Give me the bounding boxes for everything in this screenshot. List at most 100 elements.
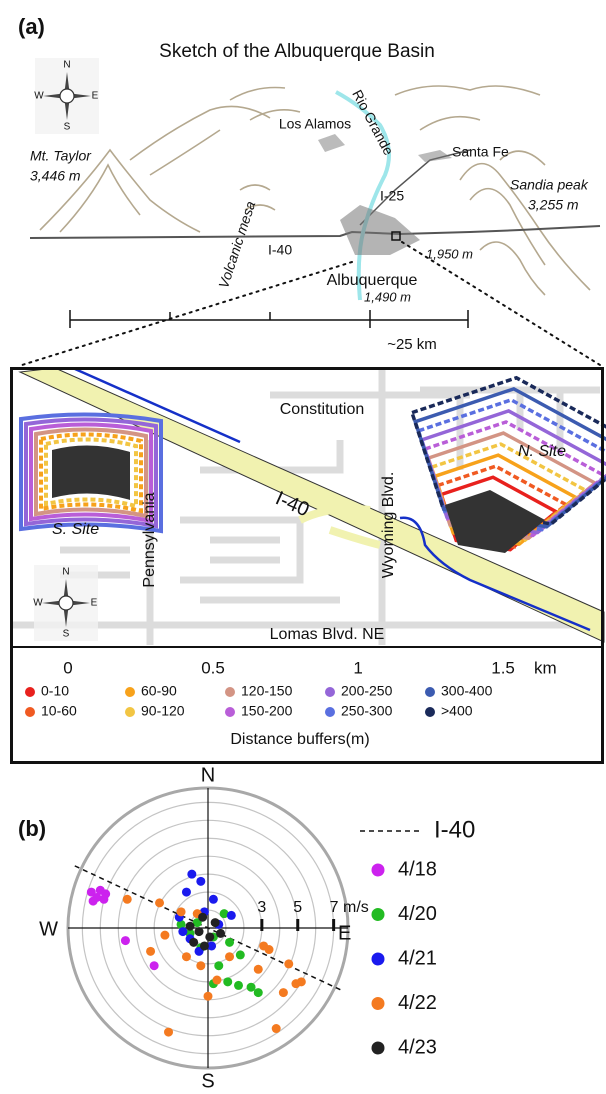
legend-swatch [325, 687, 335, 697]
elevation-label: 1,950 m [426, 246, 473, 261]
city-elevation: 1,490 m [364, 289, 411, 304]
legend-swatch [225, 687, 235, 697]
data-point [178, 927, 187, 936]
data-point [196, 877, 205, 886]
sketch-title: Sketch of the Albuquerque Basin [159, 41, 435, 62]
x-unit-label: km [534, 658, 557, 677]
data-point [225, 952, 234, 961]
compass-letter: N [62, 567, 69, 578]
legend-title: Distance buffers(m) [230, 731, 369, 748]
road-label: I-25 [380, 188, 404, 204]
legend-swatch [325, 707, 335, 717]
legend-label: 150-200 [241, 703, 293, 719]
data-point [284, 959, 293, 968]
compass-letter: W [34, 91, 44, 102]
place-label: Los Alamos [279, 116, 351, 132]
legend-swatch [372, 997, 385, 1010]
legend-label: 200-250 [341, 683, 393, 699]
peak-label: Mt. Taylor [30, 148, 92, 164]
place-label: Volcanic mesa [215, 199, 258, 290]
legend-label: 60-90 [141, 683, 177, 699]
data-point [272, 1024, 281, 1033]
data-point [204, 992, 213, 1001]
legend-swatch [425, 687, 435, 697]
data-point [186, 922, 195, 931]
legend-label: 120-150 [241, 683, 293, 699]
data-point [225, 938, 234, 947]
data-point [182, 888, 191, 897]
compass-globe [60, 89, 74, 103]
data-point [279, 988, 288, 997]
street-label: Pennsylvania [141, 492, 158, 587]
data-point [196, 961, 205, 970]
place-label: Santa Fe [452, 144, 509, 160]
legend-label: 4/22 [398, 992, 437, 1014]
data-point [223, 977, 232, 986]
legend-label: 0-10 [41, 683, 69, 699]
direction-label: W [39, 918, 58, 940]
peak-elevation: 3,255 m [528, 197, 579, 213]
legend-swatch [125, 707, 135, 717]
data-point [198, 913, 207, 922]
street-label: Wyoming Blvd. [380, 472, 397, 579]
x-tick-label: 1.5 [491, 658, 515, 677]
data-point [254, 988, 263, 997]
data-point [182, 952, 191, 961]
legend-swatch [225, 707, 235, 717]
data-point [227, 911, 236, 920]
compass-letter: E [91, 598, 98, 609]
legend-swatch [372, 864, 385, 877]
data-point [259, 941, 268, 950]
data-point [212, 976, 221, 985]
compass-globe [59, 596, 73, 610]
data-point [209, 895, 218, 904]
site-label: N. Site [518, 443, 566, 460]
data-point [189, 938, 198, 947]
legend-swatch [425, 707, 435, 717]
legend-swatch [25, 687, 35, 697]
legend-swatch [372, 908, 385, 921]
legend-label: 4/23 [398, 1036, 437, 1058]
legend-label: >400 [441, 703, 473, 719]
legend-label: 4/20 [398, 903, 437, 925]
data-point [155, 898, 164, 907]
scale-label: ~25 km [387, 336, 437, 353]
legend-swatch [372, 1042, 385, 1055]
r-tick-label: 5 [293, 899, 302, 916]
data-point [205, 932, 214, 941]
data-point [195, 927, 204, 936]
data-point [236, 950, 245, 959]
data-point [234, 981, 243, 990]
legend-label: 4/18 [398, 858, 437, 880]
data-point [160, 931, 169, 940]
data-point [164, 1028, 173, 1037]
x-tick-label: 1 [353, 658, 362, 677]
data-point [216, 929, 225, 938]
road-label: I-40 [268, 242, 292, 258]
data-point [150, 961, 159, 970]
legend-label: 300-400 [441, 683, 493, 699]
polar-plot: 357 m/sNSWEI-404/184/204/214/224/23 [39, 764, 475, 1092]
data-point [247, 983, 256, 992]
data-point [123, 895, 132, 904]
data-point [297, 977, 306, 986]
legend-swatch [372, 953, 385, 966]
compass: NSWE [34, 58, 99, 134]
compass-letter: N [63, 60, 70, 71]
direction-label: E [338, 922, 351, 944]
site-label: S. Site [52, 521, 99, 538]
direction-label: S [201, 1070, 214, 1092]
street-label: Lomas Blvd. NE [270, 626, 385, 643]
data-point [146, 947, 155, 956]
city-label: Albuquerque [327, 272, 418, 289]
data-point [121, 936, 130, 945]
panel-label: (b) [18, 816, 46, 841]
legend-swatch [125, 687, 135, 697]
data-point [187, 870, 196, 879]
legend-label: I-40 [434, 816, 475, 843]
data-point [214, 961, 223, 970]
r-tick-label: 7 m/s [330, 899, 369, 916]
data-point [211, 918, 220, 927]
